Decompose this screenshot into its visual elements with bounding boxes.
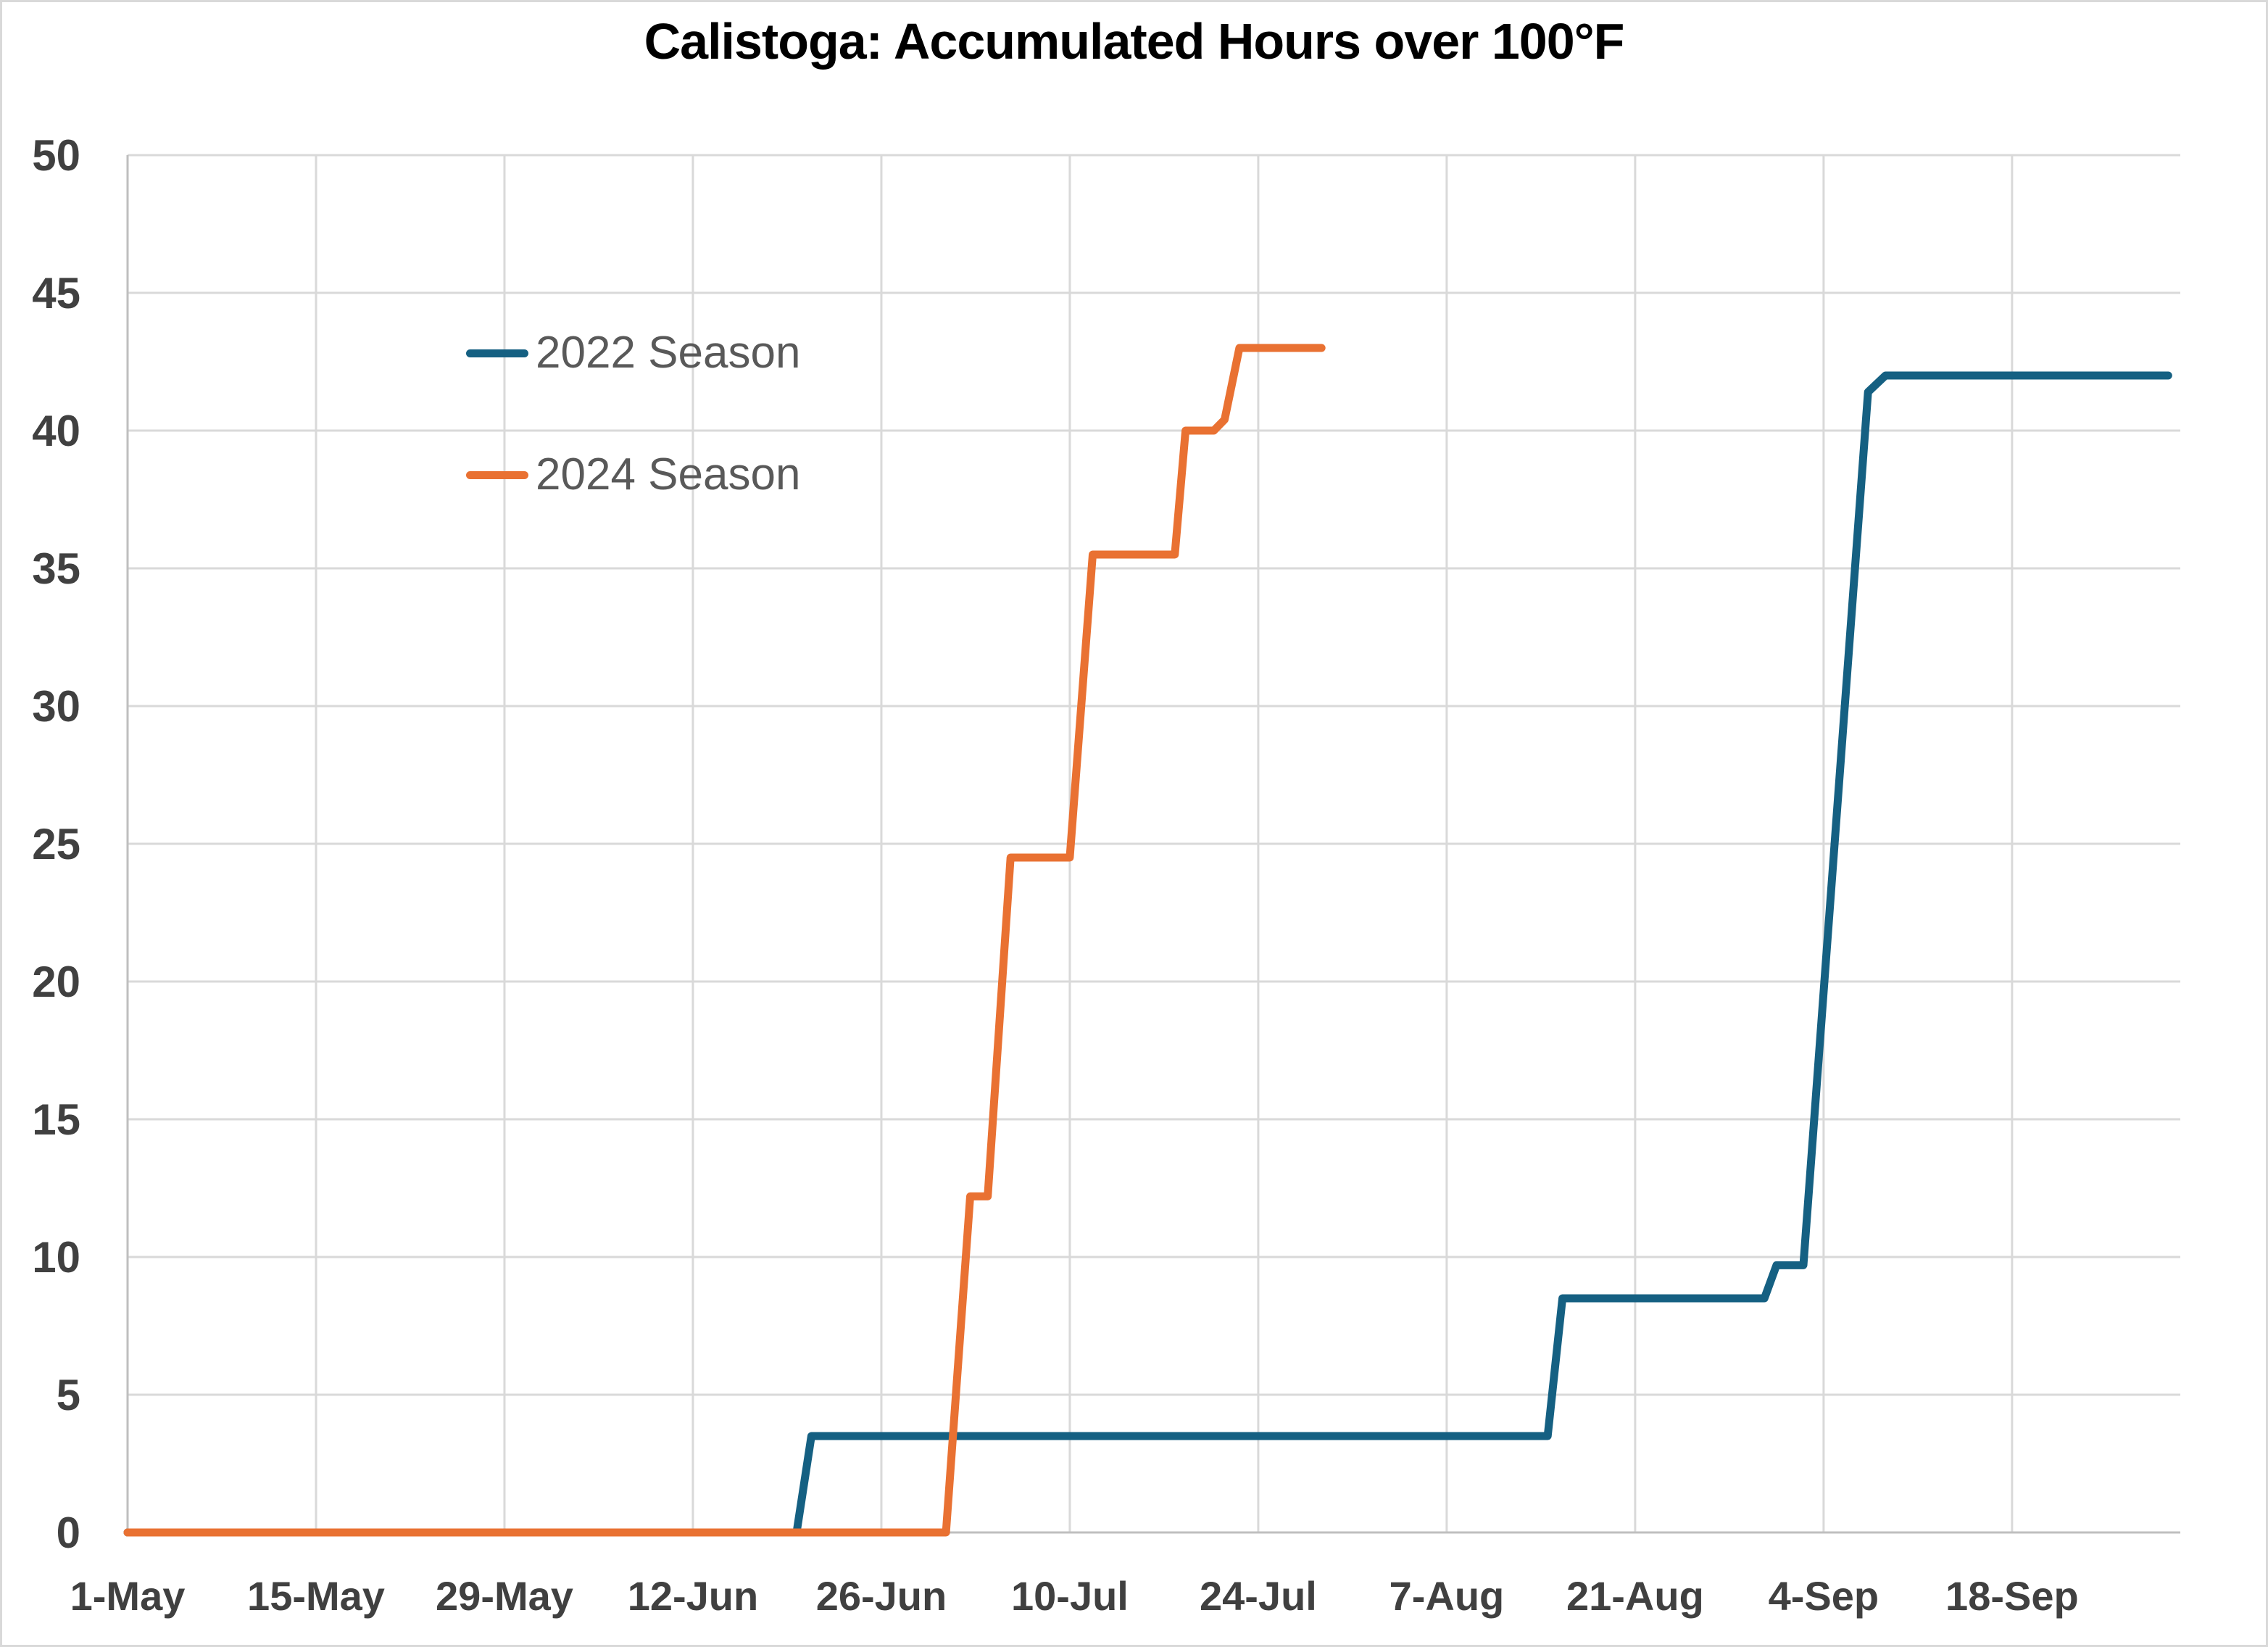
x-tick-label: 18-Sep: [1945, 1573, 2079, 1619]
y-tick-label: 15: [32, 1095, 80, 1144]
y-tick-label: 35: [32, 544, 80, 593]
legend-line-swatch-2022: [466, 349, 528, 357]
x-tick-label: 24-Jul: [1200, 1573, 1317, 1619]
series-line-2024: [123, 344, 1326, 1537]
y-tick-label: 0: [57, 1509, 80, 1557]
x-tick-label: 15-May: [247, 1573, 385, 1619]
y-tick-label: 25: [32, 820, 80, 868]
legend-label-2022: 2022 Season: [536, 328, 801, 378]
y-tick-label: 45: [32, 269, 80, 318]
x-tick-label: 7-Aug: [1390, 1573, 1505, 1619]
legend-item-2022: 2022 Season: [466, 330, 800, 376]
x-tick-label: 26-Jun: [816, 1573, 947, 1619]
x-tick-label: 1-May: [70, 1573, 186, 1619]
legend-item-2024: 2024 Season: [466, 452, 800, 498]
x-tick-label: 10-Jul: [1011, 1573, 1129, 1619]
series-line-2022: [123, 371, 2172, 1537]
x-tick-label: 21-Aug: [1566, 1573, 1704, 1619]
legend-label-2024: 2024 Season: [536, 449, 801, 499]
y-tick-label: 30: [32, 682, 80, 731]
legend-line-swatch-2024: [466, 470, 528, 479]
legend: 2022 Season 2024 Season: [466, 330, 800, 573]
x-tick-label: 29-May: [436, 1573, 573, 1619]
x-tick-label: 12-Jun: [628, 1573, 759, 1619]
y-tick-label: 5: [57, 1371, 80, 1419]
y-tick-label: 20: [32, 958, 80, 1006]
y-tick-label: 40: [32, 407, 80, 455]
chart-title: Calistoga: Accumulated Hours over 100°F: [644, 13, 1625, 70]
x-tick-label: 4-Sep: [1769, 1573, 1879, 1619]
y-tick-label: 10: [32, 1233, 80, 1282]
y-tick-label: 50: [32, 131, 80, 180]
